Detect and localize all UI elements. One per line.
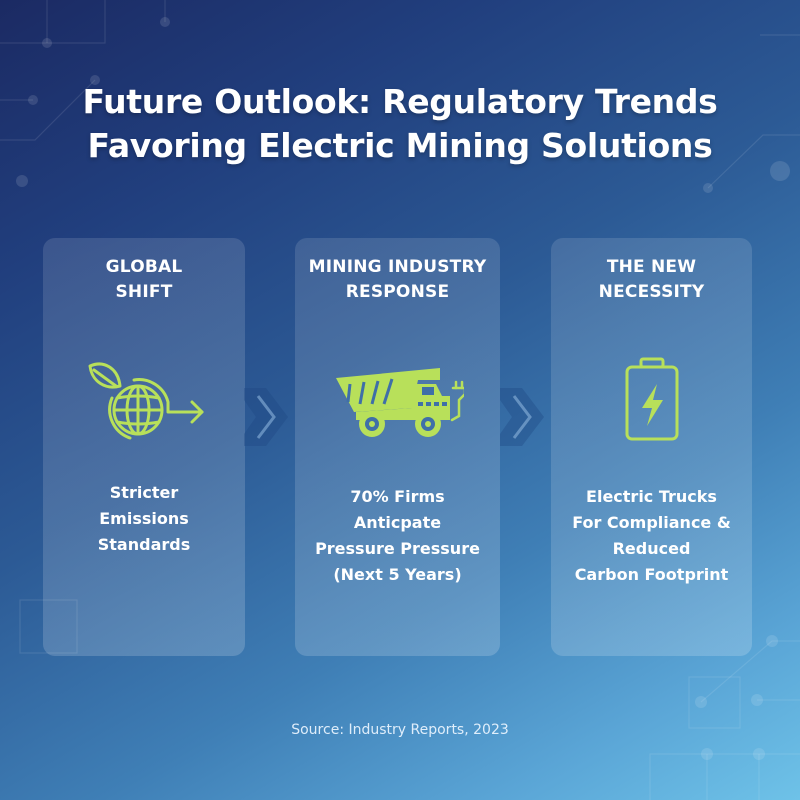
card-title-line: GLOBAL — [105, 257, 183, 277]
card-body-line: Pressure Pressure — [315, 539, 480, 558]
card-title-line: MINING INDUSTRY — [308, 257, 487, 277]
card-body: 70% Firms Anticpate Pressure Pressure (N… — [295, 484, 500, 588]
globe-leaf-arrow-icon — [88, 362, 204, 440]
card-body-line: Stricter — [109, 483, 179, 502]
card-body-line: For Compliance & — [572, 513, 731, 532]
card-title-line: RESPONSE — [345, 282, 450, 302]
card-title: GLOBAL SHIFT — [43, 255, 245, 305]
card-body-line: Standards — [97, 535, 191, 554]
card-title-line: NECESSITY — [598, 282, 705, 302]
battery-charging-icon — [625, 357, 678, 441]
card-body-line: Emissions — [99, 509, 189, 528]
chevron-right-icon — [500, 388, 544, 446]
page-title: Future Outlook: Regulatory Trends Favori… — [0, 80, 800, 168]
card-body-line: (Next 5 Years) — [333, 565, 462, 584]
card-body: Electric Trucks For Compliance & Reduced… — [551, 484, 752, 588]
electric-dump-truck-icon — [335, 368, 464, 437]
card-title-line: SHIFT — [115, 282, 173, 302]
title-line-2: Favoring Electric Mining Solutions — [87, 126, 713, 165]
card-body-line: Carbon Footprint — [574, 565, 729, 584]
card-the-new-necessity: THE NEW NECESSITY Electric Trucks For Co… — [551, 238, 752, 656]
card-body: Stricter Emissions Standards — [43, 480, 245, 558]
chevron-right-icon — [244, 388, 288, 446]
card-body-line: Electric Trucks — [586, 487, 717, 506]
card-body-line: 70% Firms — [350, 487, 445, 506]
card-title-line: THE NEW — [606, 257, 697, 277]
card-title: THE NEW NECESSITY — [551, 255, 752, 305]
card-global-shift: GLOBAL SHIFT Stricter Emissions Standard… — [43, 238, 245, 656]
title-line-1: Future Outlook: Regulatory Trends — [82, 82, 718, 121]
card-body-line: Reduced — [612, 539, 691, 558]
source-citation: Source: Industry Reports, 2023 — [291, 722, 509, 738]
card-title: MINING INDUSTRY RESPONSE — [295, 255, 500, 305]
card-mining-industry-response: MINING INDUSTRY RESPONSE — [295, 238, 500, 656]
card-body-line: Anticpate — [353, 513, 442, 532]
